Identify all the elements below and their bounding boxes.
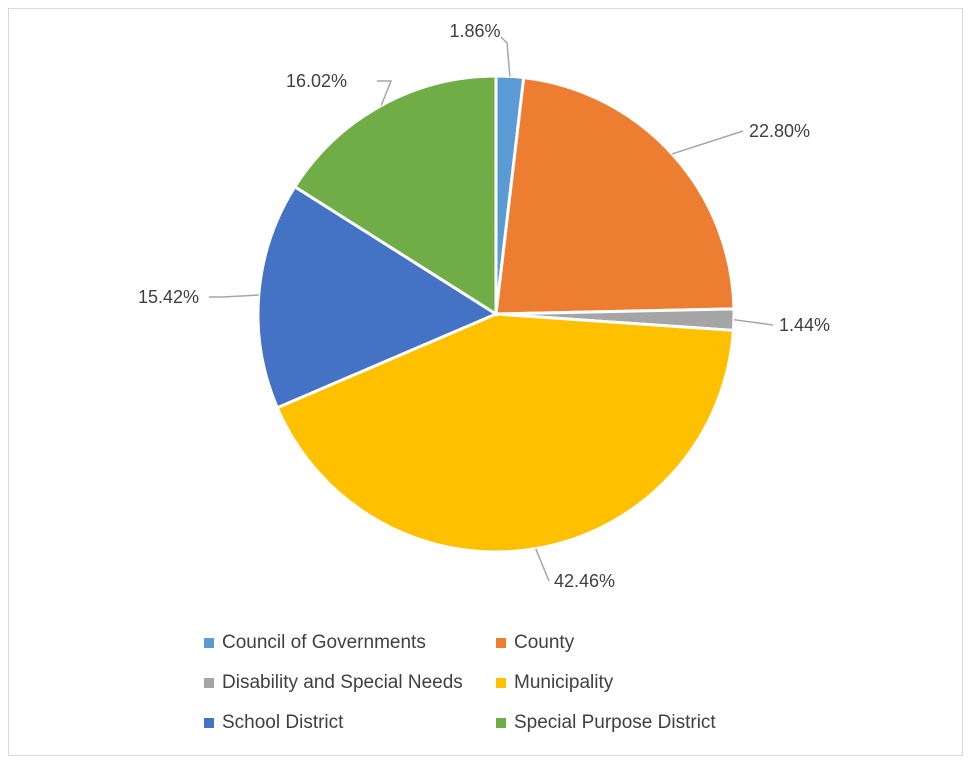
- data-label: 1.44%: [779, 315, 830, 335]
- legend-label: Council of Governments: [222, 632, 426, 653]
- pie-chart: 1.86% 22.80% 1.44% 42.46% 15.42% 16.02%: [138, 21, 830, 591]
- legend-item-school-district: School District: [204, 709, 496, 737]
- legend-item-council-of-governments: Council of Governments: [204, 629, 496, 657]
- legend-label: Special Purpose District: [514, 712, 716, 733]
- slice-school-district: [256, 184, 500, 410]
- legend-item-disability-and-special-needs: Disability and Special Needs: [204, 669, 496, 697]
- leader-lines: [209, 36, 774, 582]
- pie-slices: [256, 74, 736, 554]
- leader-line: [733, 318, 774, 326]
- legend-label: School District: [222, 712, 344, 733]
- legend-item-municipality: Municipality: [496, 669, 796, 697]
- legend-swatch: [204, 678, 214, 688]
- slice-county: [494, 75, 736, 316]
- data-label: 1.86%: [449, 21, 500, 41]
- legend-swatch: [496, 718, 506, 728]
- slice-special-purpose-district: [292, 74, 498, 317]
- data-label: 42.46%: [554, 571, 615, 591]
- legend-item-county: County: [496, 629, 796, 657]
- legend-label: Municipality: [514, 672, 614, 693]
- data-label: 15.42%: [138, 287, 199, 307]
- slice-municipality: [275, 312, 736, 554]
- legend-swatch: [204, 638, 214, 648]
- legend-swatch: [204, 718, 214, 728]
- legend-swatch: [496, 678, 506, 688]
- legend: Council of Governments County Disability…: [204, 629, 804, 737]
- legend-swatch: [496, 638, 506, 648]
- data-labels: 1.86% 22.80% 1.44% 42.46% 15.42% 16.02%: [138, 21, 830, 591]
- leader-line: [209, 294, 259, 298]
- leader-line: [535, 548, 550, 582]
- chart-area: 1.86% 22.80% 1.44% 42.46% 15.42% 16.02% Counc…: [8, 8, 963, 756]
- leader-line: [671, 130, 744, 155]
- leader-line: [377, 80, 393, 106]
- leader-line: [500, 36, 511, 77]
- legend-item-special-purpose-district: Special Purpose District: [496, 709, 796, 737]
- legend-label: County: [514, 632, 575, 653]
- data-label: 16.02%: [286, 71, 347, 91]
- data-label: 22.80%: [749, 121, 810, 141]
- legend-label: Disability and Special Needs: [222, 672, 463, 693]
